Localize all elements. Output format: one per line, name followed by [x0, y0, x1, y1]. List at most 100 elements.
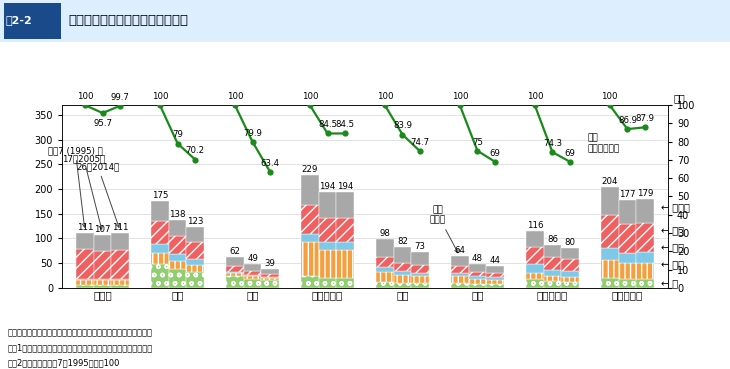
Bar — [301, 276, 319, 288]
Bar — [186, 272, 204, 288]
Bar — [486, 266, 504, 273]
Bar — [526, 231, 544, 247]
Text: 44: 44 — [490, 256, 501, 265]
Bar — [261, 269, 279, 274]
Bar — [486, 284, 504, 288]
Bar — [544, 270, 561, 276]
Text: 48: 48 — [472, 254, 483, 263]
Text: 69: 69 — [490, 149, 501, 158]
Bar — [544, 245, 561, 257]
Bar — [393, 247, 411, 263]
Bar — [618, 224, 637, 253]
Text: 100: 100 — [152, 92, 168, 101]
Text: 229: 229 — [301, 165, 318, 174]
Text: 100: 100 — [526, 92, 543, 101]
Text: ← 果実: ← 果実 — [661, 242, 684, 252]
Bar — [469, 279, 486, 284]
Text: 農業
産出額: 農業 産出額 — [430, 205, 458, 253]
Bar — [112, 233, 129, 250]
Text: 100: 100 — [452, 92, 468, 101]
Text: 177: 177 — [619, 190, 636, 200]
Bar — [261, 277, 279, 279]
Text: 175: 175 — [152, 192, 168, 200]
Bar — [112, 280, 129, 285]
Text: 82: 82 — [397, 237, 408, 246]
Bar — [561, 271, 579, 277]
Bar — [226, 273, 244, 276]
Bar — [319, 279, 337, 288]
Bar — [618, 253, 637, 263]
Bar — [301, 175, 319, 206]
Text: 図2-2: 図2-2 — [5, 15, 32, 25]
Bar — [544, 282, 561, 288]
Text: 84.5: 84.5 — [336, 120, 355, 129]
Bar — [337, 192, 354, 218]
Bar — [151, 221, 169, 244]
Text: 100: 100 — [602, 92, 618, 101]
Bar — [151, 253, 169, 263]
Text: 注：1）全国農業地域の区分については、【用語の解説】を参照: 注：1）全国農業地域の区分については、【用語の解説】を参照 — [7, 343, 153, 352]
Bar — [561, 282, 579, 288]
Text: 指数: 指数 — [674, 93, 685, 103]
Text: 100: 100 — [226, 92, 243, 101]
Bar — [376, 257, 393, 267]
Bar — [526, 264, 544, 273]
Bar — [301, 234, 319, 242]
Bar — [93, 279, 112, 280]
Text: 86: 86 — [547, 235, 558, 244]
Text: 80: 80 — [564, 238, 575, 247]
Bar — [169, 254, 186, 261]
Bar — [526, 273, 544, 279]
Bar — [169, 269, 186, 288]
Bar — [544, 257, 561, 270]
Bar — [486, 280, 504, 284]
Bar — [544, 276, 561, 282]
Bar — [469, 272, 486, 276]
Bar — [637, 252, 654, 263]
Bar — [601, 187, 618, 215]
Text: 111: 111 — [112, 223, 128, 232]
Bar — [226, 272, 244, 273]
Bar — [112, 279, 129, 280]
Text: 123: 123 — [187, 217, 204, 226]
Bar — [186, 259, 204, 265]
Text: 79: 79 — [172, 130, 183, 139]
Bar — [186, 265, 204, 272]
Text: 194: 194 — [337, 182, 353, 191]
Text: 98: 98 — [380, 230, 391, 238]
Bar — [637, 223, 654, 252]
Text: 17（2005）: 17（2005） — [62, 154, 105, 229]
Bar — [112, 250, 129, 279]
Bar — [261, 280, 279, 288]
Bar — [469, 264, 486, 272]
Bar — [93, 251, 112, 279]
Text: 63.4: 63.4 — [261, 159, 280, 168]
Text: 204: 204 — [602, 177, 618, 186]
Bar — [618, 279, 637, 288]
Bar — [261, 274, 279, 277]
Text: 100: 100 — [77, 92, 93, 101]
Bar — [151, 244, 169, 253]
Bar — [301, 206, 319, 234]
Text: 100: 100 — [301, 92, 318, 101]
Bar — [93, 285, 112, 288]
Text: ← 米: ← 米 — [661, 278, 678, 288]
Bar — [486, 273, 504, 277]
Bar — [186, 227, 204, 242]
Text: 79.9: 79.9 — [243, 129, 262, 138]
Bar — [76, 280, 93, 285]
Text: 138: 138 — [169, 210, 186, 219]
Bar — [226, 266, 244, 272]
Bar — [76, 233, 93, 249]
Text: 95.7: 95.7 — [93, 118, 112, 128]
Bar — [411, 265, 429, 273]
Bar — [376, 267, 393, 272]
Bar — [526, 279, 544, 288]
Bar — [637, 263, 654, 279]
Bar — [319, 192, 337, 218]
Text: 62: 62 — [229, 247, 240, 256]
Text: 86.9: 86.9 — [618, 116, 637, 125]
Text: 39: 39 — [265, 259, 276, 268]
Text: 70.2: 70.2 — [185, 146, 205, 155]
Bar — [4, 3, 61, 39]
